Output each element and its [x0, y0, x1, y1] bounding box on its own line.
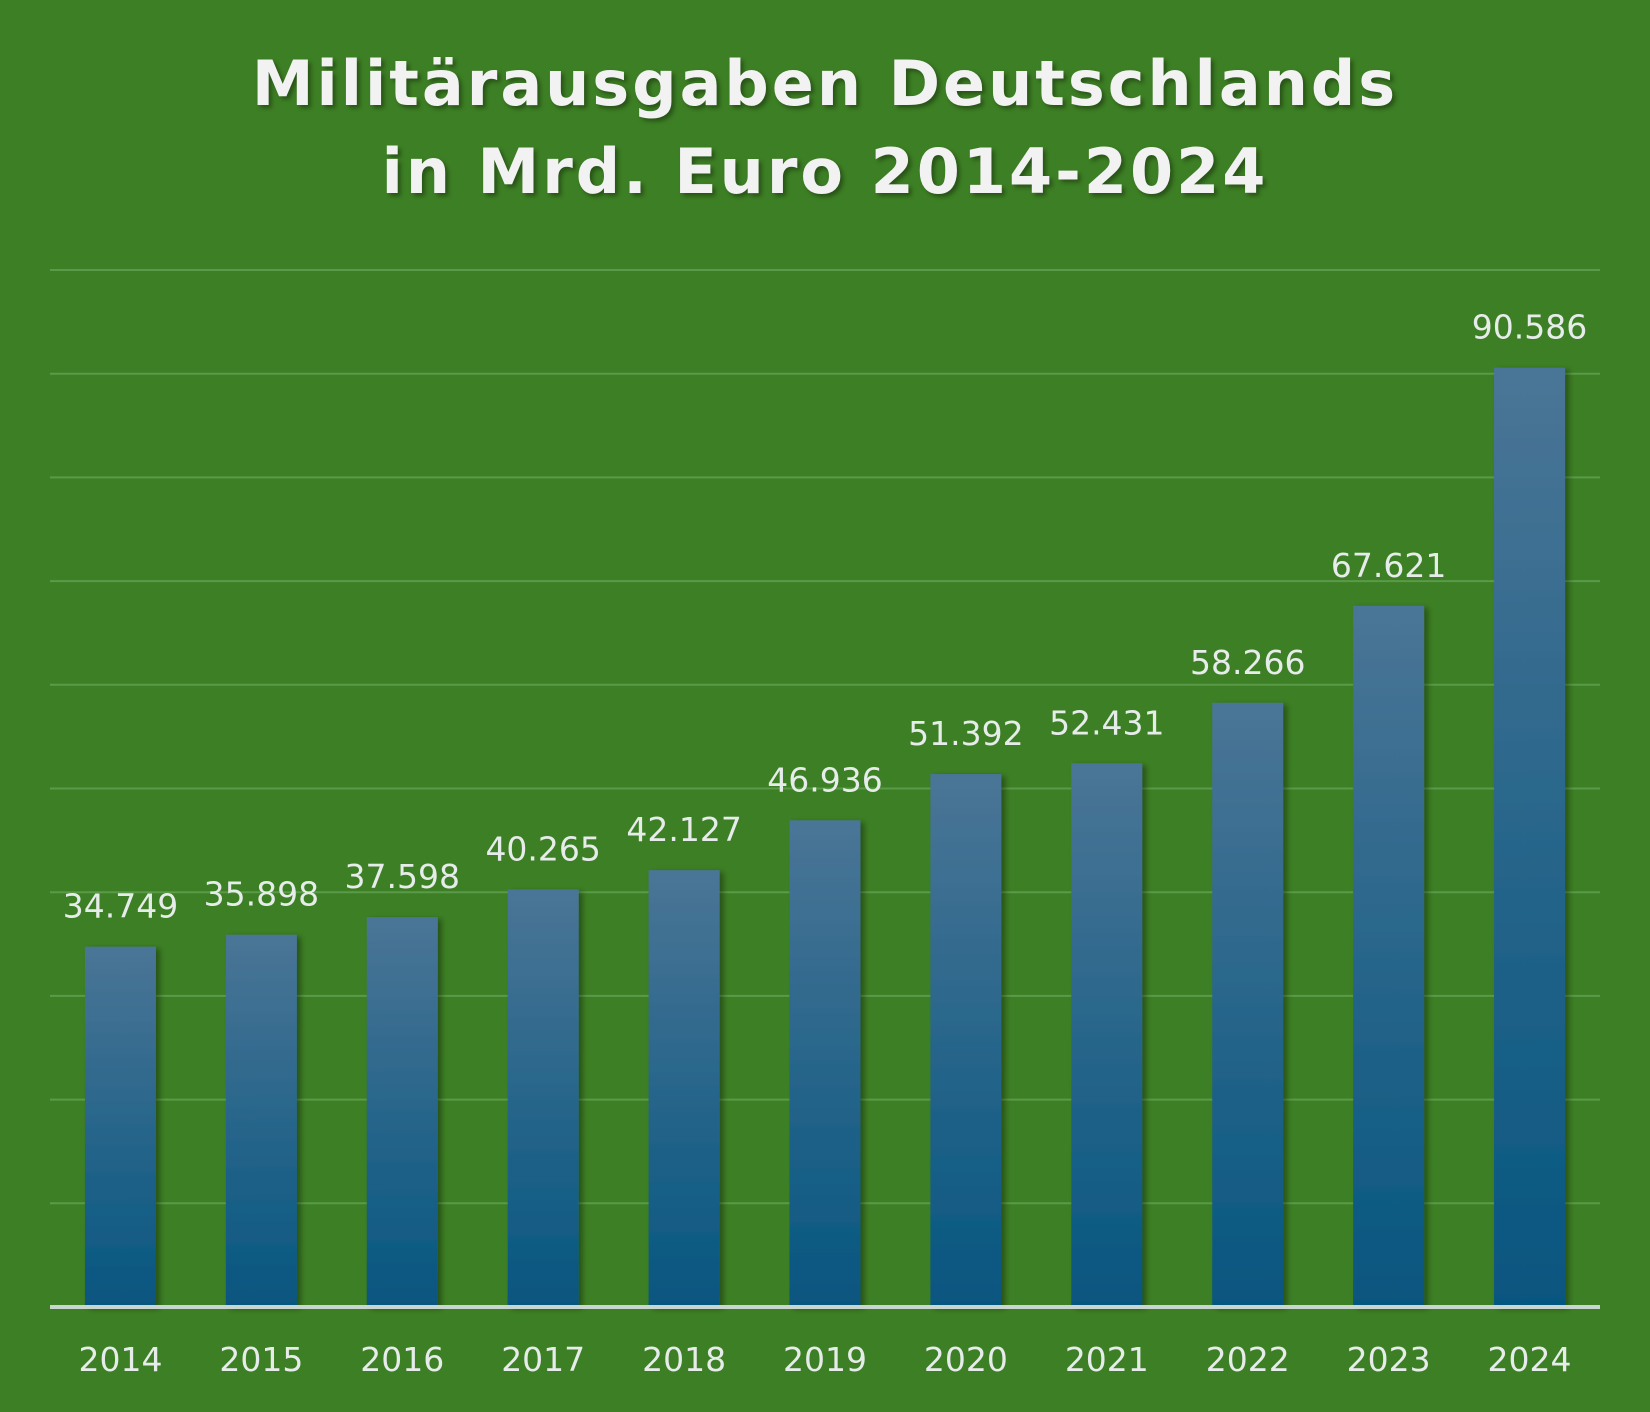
x-tick-label-2014: 2014	[78, 1340, 162, 1379]
data-label-2024: 90.586	[1472, 308, 1587, 347]
x-tick-label-2019: 2019	[783, 1340, 867, 1379]
data-label-2023: 67.621	[1331, 546, 1446, 585]
bar-2021	[1071, 763, 1143, 1307]
bars	[84, 367, 1566, 1307]
x-tick-label-2023: 2023	[1347, 1340, 1431, 1379]
data-label-2022: 58.266	[1190, 643, 1305, 682]
bar-2019	[789, 820, 861, 1307]
bar-2024	[1494, 367, 1566, 1307]
bar-2023	[1353, 605, 1425, 1307]
x-tick-label-2024: 2024	[1488, 1340, 1572, 1379]
bar-2018	[648, 870, 720, 1307]
data-label-2018: 42.127	[626, 810, 741, 849]
x-tick-label-2020: 2020	[924, 1340, 1008, 1379]
bar-2016	[366, 917, 438, 1307]
chart-title-line-2: in Mrd. Euro 2014-2024	[381, 135, 1269, 208]
data-label-2021: 52.431	[1049, 703, 1164, 742]
x-tick-label-2017: 2017	[501, 1340, 585, 1379]
data-label-2017: 40.265	[485, 829, 600, 868]
data-labels: 34.749 35.898 37.598 40.265 42.127 46.936 51.3…	[63, 308, 1588, 926]
bar-2017	[507, 889, 579, 1307]
chart-title: Militärausgaben Deutschlands in Mrd. Eur…	[0, 40, 1650, 216]
x-tick-label-2022: 2022	[1206, 1340, 1290, 1379]
data-label-2015: 35.898	[204, 875, 319, 914]
chart-title-line-1: Militärausgaben Deutschlands	[251, 47, 1399, 120]
bar-2020	[930, 774, 1002, 1307]
x-tick-label-2021: 2021	[1065, 1340, 1149, 1379]
bar-2014	[84, 946, 156, 1307]
x-tick-label-2018: 2018	[642, 1340, 726, 1379]
data-label-2014: 34.749	[63, 887, 178, 926]
bar-2022	[1212, 702, 1284, 1307]
x-tick-label-2016: 2016	[360, 1340, 444, 1379]
x-tick-label-2015: 2015	[219, 1340, 303, 1379]
data-label-2019: 46.936	[767, 760, 882, 799]
data-label-2016: 37.598	[345, 857, 460, 896]
bar-2015	[225, 934, 297, 1307]
data-label-2020: 51.392	[908, 714, 1023, 753]
x-tick-labels: 2014 2015 2016 2017 2018 2019 2020 2021 2022 2023…	[78, 1340, 1571, 1379]
